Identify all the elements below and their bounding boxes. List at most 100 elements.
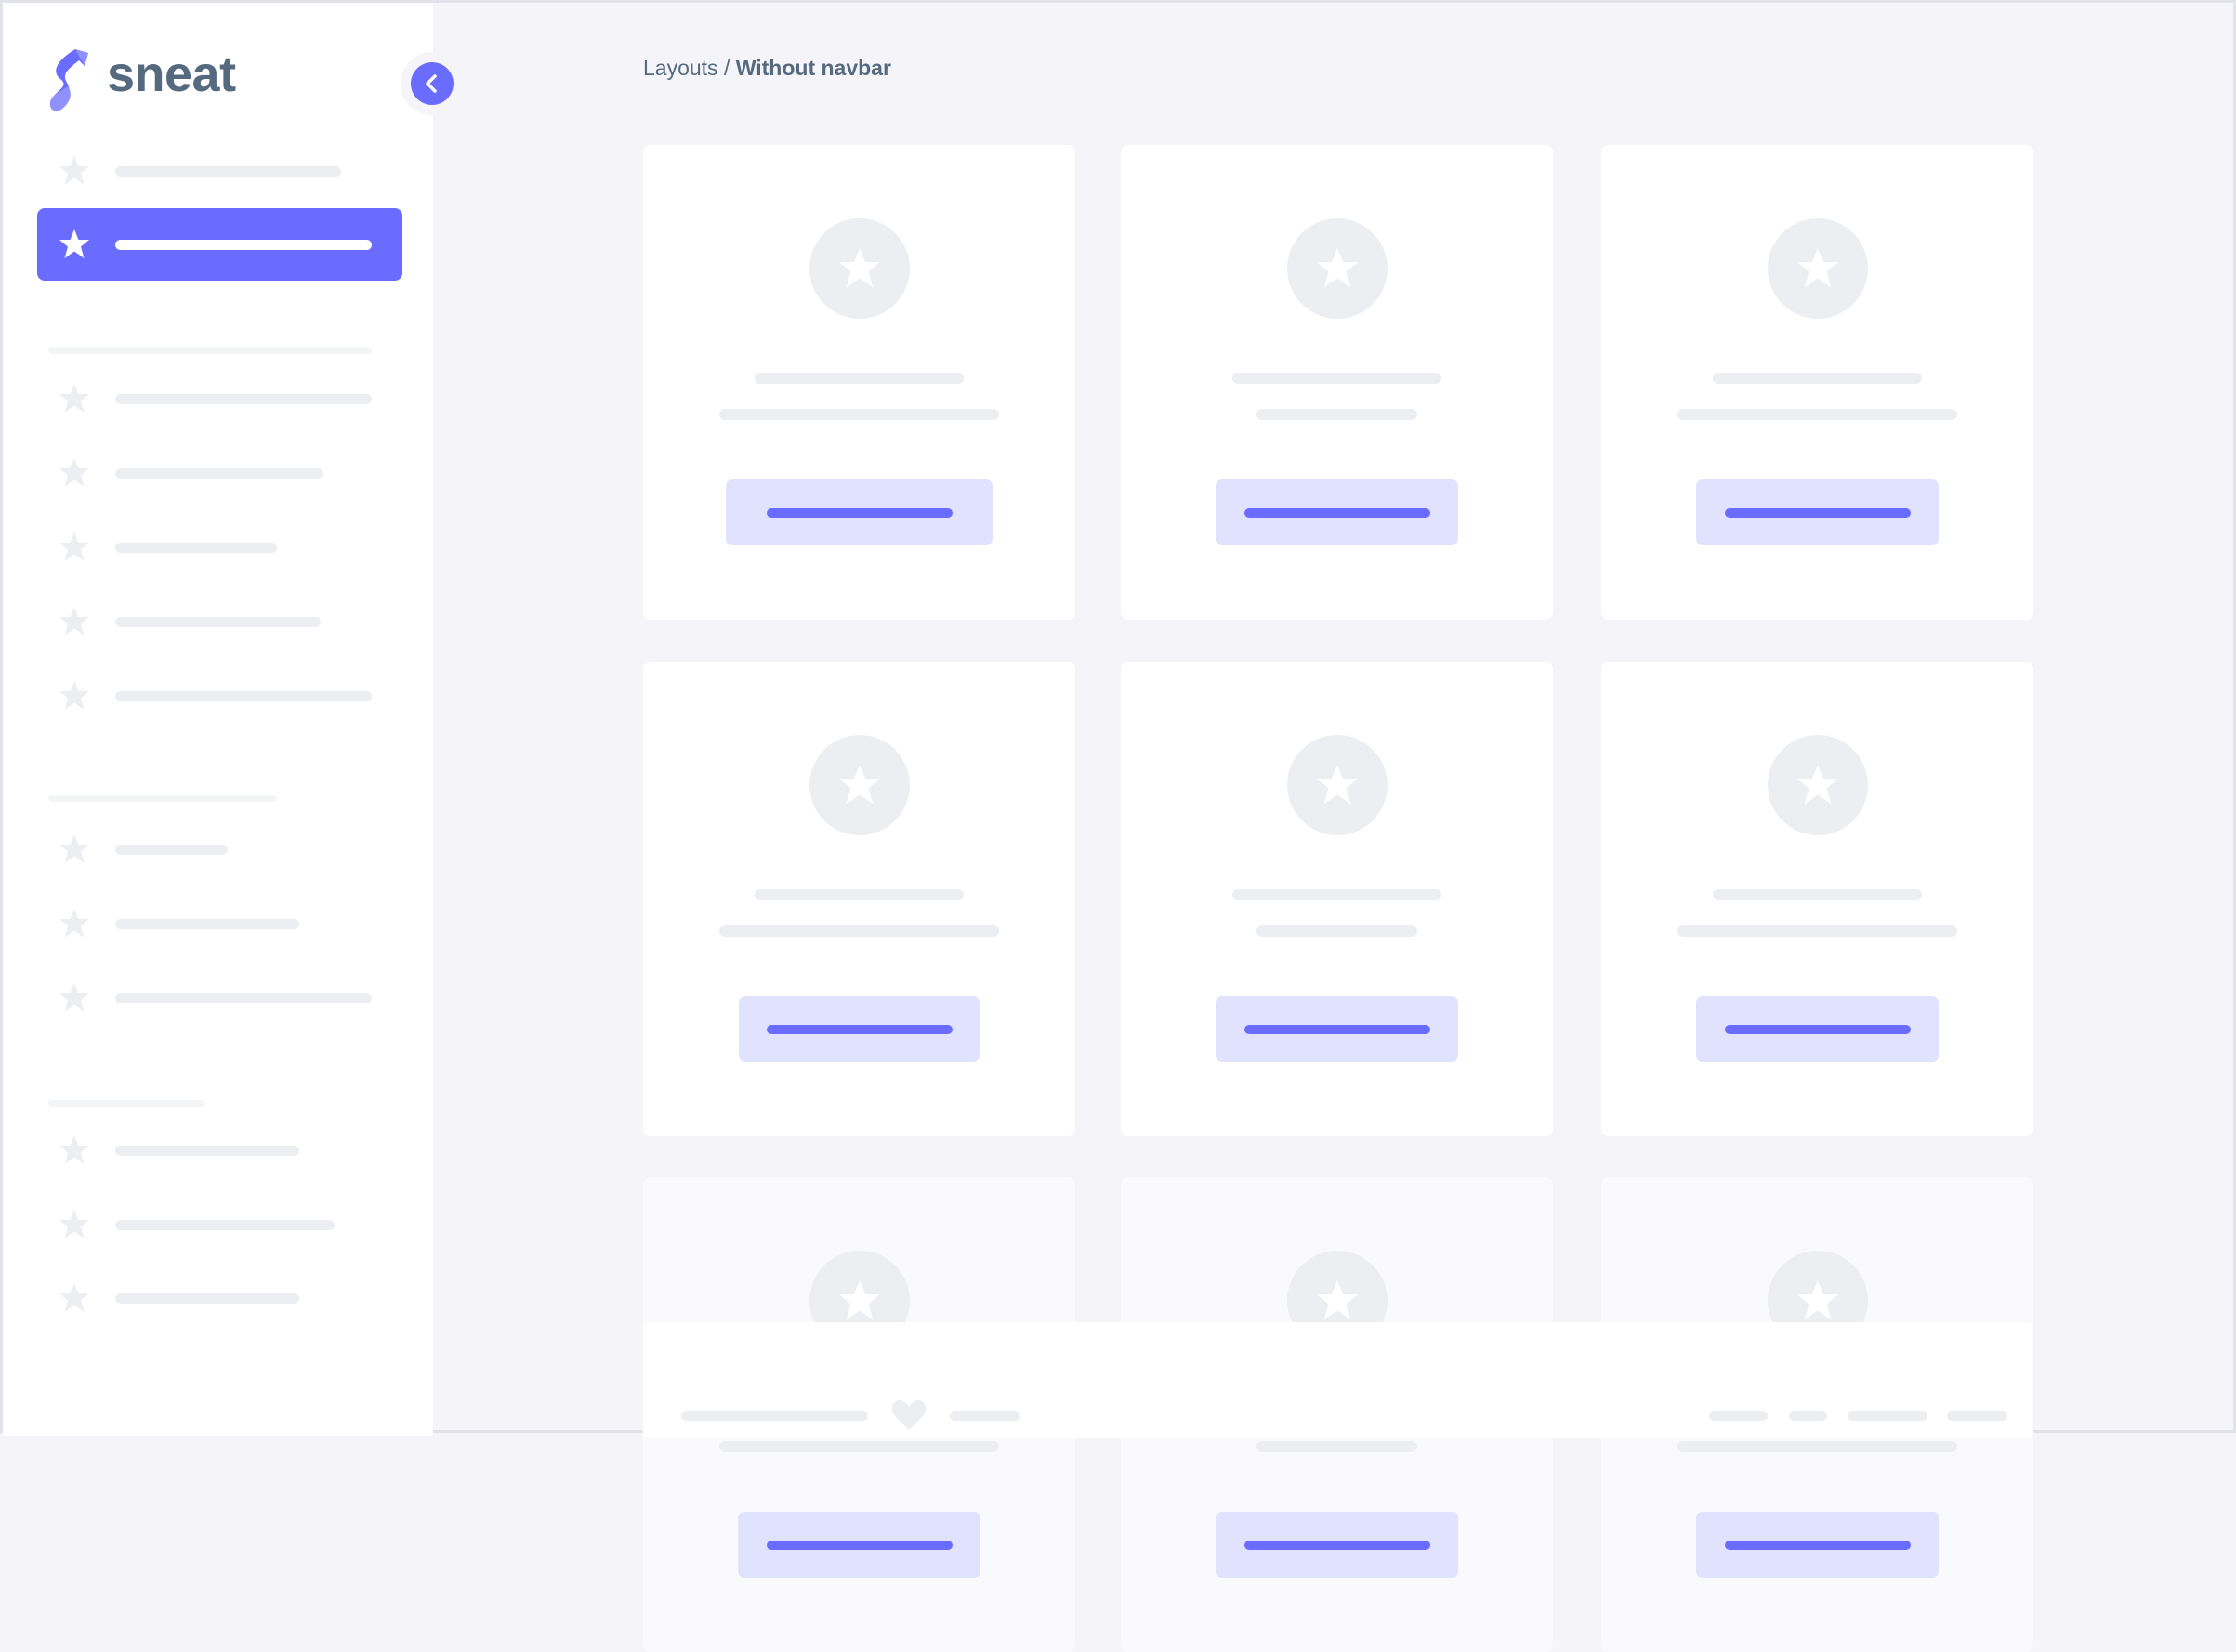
card-text-placeholder [1677,1441,1957,1452]
star-icon [1797,1280,1838,1320]
sidebar-item-label-placeholder[interactable] [115,919,299,929]
star-icon [59,607,89,636]
card-title-placeholder [1713,373,1922,384]
card-button-label-placeholder [1724,1540,1911,1550]
breadcrumb-parent[interactable]: Layouts [643,56,718,80]
sidebar-item-label-placeholder[interactable] [115,617,321,627]
sidebar-item-label-placeholder[interactable] [115,845,228,855]
card-button-label-placeholder [766,1540,953,1550]
card [643,145,1075,620]
sidebar-section-header-placeholder [48,795,277,802]
card-button-label-placeholder [1243,507,1430,518]
card-button[interactable] [726,479,993,545]
card-avatar [1768,218,1868,319]
card-avatar [1287,218,1388,319]
card-button[interactable] [738,1512,980,1578]
card-avatar [1287,735,1388,835]
footer-link-placeholder[interactable] [950,1411,1020,1421]
card [1601,662,2033,1136]
card-text-placeholder [719,1441,999,1452]
logo-icon [49,49,88,111]
star-icon [59,681,89,710]
breadcrumb: Layouts / Without navbar [643,56,891,81]
star-icon [59,156,89,185]
sidebar-item-label-placeholder[interactable] [115,166,341,177]
footer-link-placeholder[interactable] [1709,1411,1768,1421]
card [643,662,1075,1136]
card-title-placeholder [1232,373,1441,384]
star-icon [59,532,89,561]
heart-icon [891,1399,927,1430]
star-icon [839,1280,880,1320]
card-text-placeholder [1677,925,1957,937]
card-text-placeholder [1256,925,1417,937]
star-icon [59,1283,89,1312]
card-title-placeholder [1713,889,1922,900]
footer-link-placeholder[interactable] [1848,1411,1927,1421]
card-text-placeholder [1256,409,1417,420]
card-button-label-placeholder [1243,1540,1430,1550]
star-icon [1317,765,1358,805]
card-button-label-placeholder [1724,1024,1911,1034]
card-button[interactable] [1696,996,1939,1062]
footer-text-placeholder [681,1411,868,1421]
card-button-label-placeholder [1724,507,1911,518]
collapse-sidebar-button[interactable] [411,62,454,105]
card-title-placeholder [1232,889,1441,900]
sidebar-item-label-placeholder[interactable] [115,1220,335,1230]
sidebar-item-label-placeholder[interactable] [115,993,372,1003]
card-button-label-placeholder [766,1024,953,1034]
card-text-placeholder [1677,409,1957,420]
sidebar: sneat [3,3,433,1436]
footer-link-placeholder[interactable] [1789,1411,1827,1421]
card [1121,145,1553,620]
card-button[interactable] [1216,996,1458,1062]
sidebar-item-label-placeholder[interactable] [115,691,372,701]
footer [643,1322,2032,1438]
star-icon [839,248,880,288]
breadcrumb-current: Without navbar [735,56,891,80]
sidebar-item-label-placeholder[interactable] [115,543,277,553]
star-icon [59,834,89,863]
sidebar-item-label-placeholder[interactable] [115,394,372,404]
chevron-left-icon [426,74,437,93]
card-button-label-placeholder [766,507,953,518]
sidebar-section-header-placeholder [48,1100,205,1107]
card [1121,662,1553,1136]
star-icon [59,909,89,937]
sidebar-section-header-placeholder [48,347,372,354]
breadcrumb-separator: / [723,56,730,80]
card-avatar [1768,735,1868,835]
card-button[interactable] [1216,1512,1458,1578]
card-button[interactable] [1696,1512,1939,1578]
card-button[interactable] [739,996,980,1062]
footer-link-placeholder[interactable] [1947,1411,2007,1421]
sidebar-item-label-placeholder[interactable] [115,1293,299,1304]
card-text-placeholder [719,925,999,937]
star-icon [1797,248,1838,288]
star-icon [1317,248,1358,288]
sidebar-item-label-placeholder[interactable] [115,1146,299,1156]
card-button[interactable] [1696,479,1939,545]
card-text-placeholder [719,409,999,420]
star-icon [59,458,89,487]
star-icon [59,1210,89,1239]
star-icon [59,983,89,1012]
star-icon [1317,1280,1358,1320]
star-icon [59,384,89,413]
card-avatar [809,735,910,835]
brand-name: sneat [107,46,236,102]
sidebar-item-label-placeholder[interactable] [115,468,323,479]
card-title-placeholder [755,889,964,900]
sidebar-item-label-placeholder[interactable] [115,240,372,250]
card-button-label-placeholder [1243,1024,1430,1034]
card-text-placeholder [1256,1441,1417,1452]
star-icon [59,229,89,258]
card-title-placeholder [755,373,964,384]
card-avatar [809,218,910,319]
star-icon [1797,765,1838,805]
card-button[interactable] [1216,479,1458,545]
star-icon [59,1135,89,1164]
star-icon [839,765,880,805]
card [1601,145,2033,620]
